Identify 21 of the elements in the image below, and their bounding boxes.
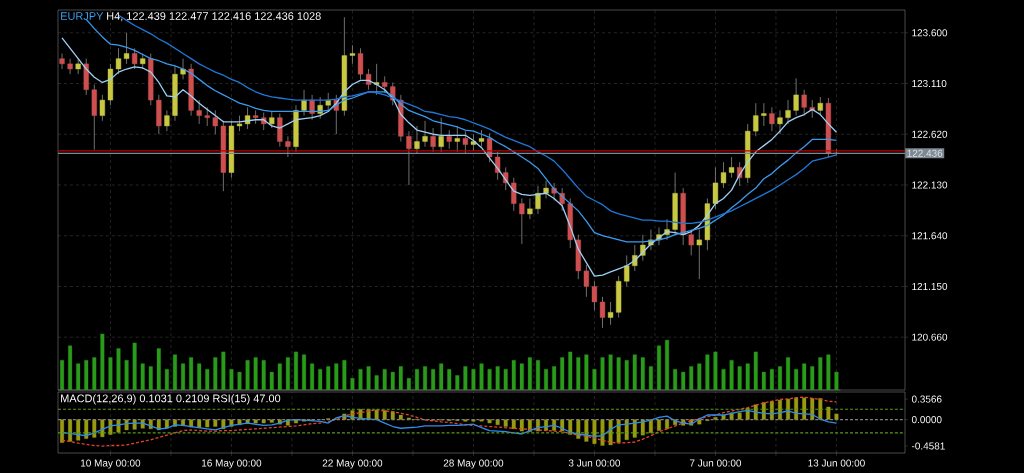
ref-line-label: 122.436 <box>907 149 943 157</box>
y-tick-label: 123.600 <box>912 29 948 37</box>
y-tick-label: 122.620 <box>912 130 948 138</box>
chart-subtitle: H4, 122.439 122.477 122.416 122.436 1028 <box>107 12 321 22</box>
x-tick-label: 10 May 00:00 <box>81 459 141 469</box>
y-tick-label: 121.640 <box>912 232 948 240</box>
y-tick-label: 0.3566 <box>911 395 942 403</box>
y-tick-label: 123.110 <box>912 79 947 88</box>
x-tick-label: 7 Jun 00:00 <box>689 459 742 467</box>
x-tick-label: 22 May 00:00 <box>322 459 383 469</box>
chart-title: MACD(12,26,9) 0.1031 0.2109 RSI(15) 47.00 <box>61 394 281 405</box>
y-tick-label: -0.4581 <box>911 442 945 450</box>
chart-title: EURJPY <box>61 12 104 20</box>
x-tick-label: 28 May 00:00 <box>443 459 504 469</box>
y-tick-label: 0.0000 <box>911 416 942 424</box>
x-tick-label: 3 Jun 00:00 <box>568 459 621 467</box>
y-tick-label: 120.660 <box>912 333 948 341</box>
x-tick-label: 13 Jun 00:00 <box>808 459 865 467</box>
y-tick-label: 122.130 <box>912 181 948 189</box>
y-tick-label: 121.150 <box>912 282 948 290</box>
x-tick-label: 16 May 00:00 <box>202 459 262 469</box>
